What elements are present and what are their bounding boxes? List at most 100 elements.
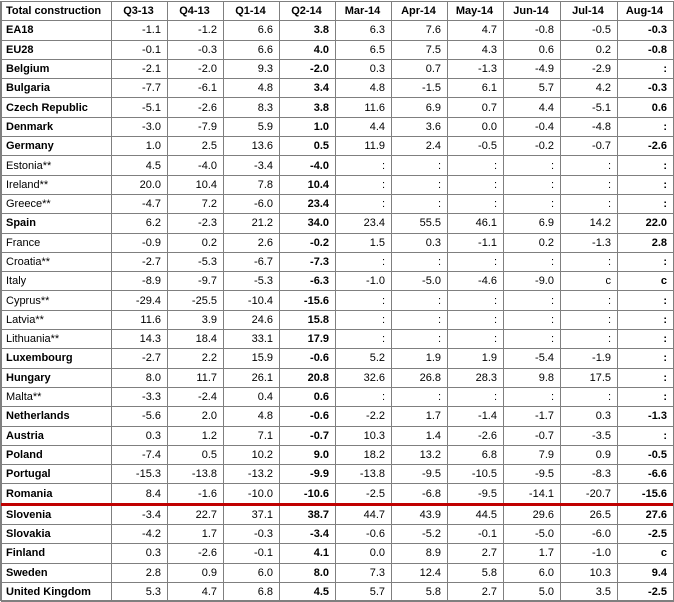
country-cell: EA18 [1,20,112,41]
value-cell: 37.1 [223,503,280,526]
value-cell: -5.1 [560,97,618,118]
value-cell: 26.1 [223,367,280,388]
value-cell: 12.4 [391,562,448,583]
value-cell: : [335,309,392,331]
value-cell: 9.8 [503,367,561,388]
country-cell: Luxembourg [1,348,112,369]
table-row: Austria 0.3 1.2 7.1 -0.7 10.3 1.4 -2.6 -0.7 -3.5: [1,425,674,446]
value-cell: 3.8 [279,97,336,118]
value-cell: 0.5 [279,136,336,157]
value-cell: : [503,251,561,273]
value-cell: -1.9 [560,348,618,369]
value-cell: -3.4 [223,155,280,176]
value-cell: 11.6 [335,97,392,118]
value-cell: 1.7 [391,406,448,427]
table-row: Slovenia -3.4 22.7 37.1 38.7 44.7 43.9 44.5 29.6… [1,503,674,526]
value-cell: 28.3 [447,367,504,388]
value-cell: : [335,193,392,215]
value-cell: -2.1 [111,58,168,80]
value-cell: : [617,367,674,388]
value-cell: 20.8 [279,367,336,388]
value-cell: -0.8 [503,20,561,41]
table-row: Spain 6.2 -2.3 21.2 34.0 23.4 55.5 46.1 6.9 14.2 2… [1,213,674,234]
value-cell: 6.9 [503,213,561,234]
value-cell: 9.4 [617,562,674,583]
value-cell: 0.2 [503,232,561,253]
value-cell: : [617,193,674,215]
value-cell: : [617,174,674,195]
country-cell: Cyprus** [1,290,112,311]
country-cell: Czech Republic [1,97,112,118]
value-cell: 10.4 [279,174,336,195]
value-cell: 0.7 [447,97,504,118]
value-cell: 1.2 [167,425,224,446]
value-cell: -0.2 [279,232,336,253]
value-cell: -2.2 [335,406,392,427]
value-cell: 8.4 [111,483,168,506]
value-cell: : [391,309,448,331]
country-cell: Greece** [1,193,112,215]
value-cell: -6.7 [223,251,280,273]
column-header: Aug-14 [617,0,674,22]
value-cell: -0.7 [503,425,561,446]
value-cell: -10.4 [223,290,280,311]
value-cell: -4.2 [111,524,168,545]
table-row: Luxembourg -2.7 2.2 15.9 -0.6 5.2 1.9 1.9 -5.4 -1… [1,348,674,369]
country-cell: Slovenia [1,503,112,526]
value-cell: 2.7 [447,581,504,602]
value-cell: : [335,386,392,408]
value-cell: -2.5 [335,483,392,506]
value-cell: -1.0 [335,271,392,292]
value-cell: -5.2 [391,524,448,545]
value-cell: -4.7 [111,193,168,215]
value-cell: : [503,193,561,215]
value-cell: -0.7 [560,136,618,157]
value-cell: 10.3 [560,562,618,583]
value-cell: 7.9 [503,444,561,466]
country-cell: Austria [1,425,112,446]
value-cell: : [560,386,618,408]
value-cell: : [391,290,448,311]
value-cell: : [391,329,448,350]
table-row: Sweden 2.8 0.9 6.0 8.0 7.3 12.4 5.8 6.0 10.3 9.4 [1,562,674,583]
value-cell: -1.6 [167,483,224,506]
value-cell: 1.0 [111,136,168,157]
value-cell: 3.4 [279,78,336,99]
value-cell: 8.0 [279,562,336,583]
value-cell: -3.3 [111,386,168,408]
value-cell: 3.8 [279,20,336,41]
column-header: Q1-14 [223,0,280,22]
value-cell: -29.4 [111,290,168,311]
column-header: Jul-14 [560,0,618,22]
value-cell: 1.5 [335,232,392,253]
value-cell: -0.5 [560,20,618,41]
value-cell: 4.7 [167,581,224,602]
value-cell: -9.5 [391,464,448,485]
value-cell: : [335,329,392,350]
table-row: Malta** -3.3 -2.4 0.4 0.6:::::: [1,386,674,408]
country-cell: France [1,232,112,253]
value-cell: 23.4 [335,213,392,234]
value-cell: -2.0 [167,58,224,80]
value-cell: -10.5 [447,464,504,485]
value-cell: : [617,116,674,138]
column-header: Q2-14 [279,0,336,22]
value-cell: 3.6 [391,116,448,138]
value-cell: 4.8 [335,78,392,99]
value-cell: 15.9 [223,348,280,369]
value-cell: 2.4 [391,136,448,157]
value-cell: 22.0 [617,213,674,234]
value-cell: 4.2 [560,78,618,99]
value-cell: c [617,271,674,292]
table-row: Greece** -4.7 7.2 -6.0 23.4:::::: [1,193,674,215]
value-cell: -15.3 [111,464,168,485]
value-cell: c [617,543,674,564]
value-cell: 11.7 [167,367,224,388]
value-cell: c [560,271,618,292]
value-cell: -1.3 [617,406,674,427]
country-cell: Denmark [1,116,112,138]
table-row: Croatia** -2.7 -5.3 -6.7 -7.3:::::: [1,251,674,273]
value-cell: : [447,251,504,273]
value-cell: -0.1 [447,524,504,545]
value-cell: -15.6 [617,483,674,506]
